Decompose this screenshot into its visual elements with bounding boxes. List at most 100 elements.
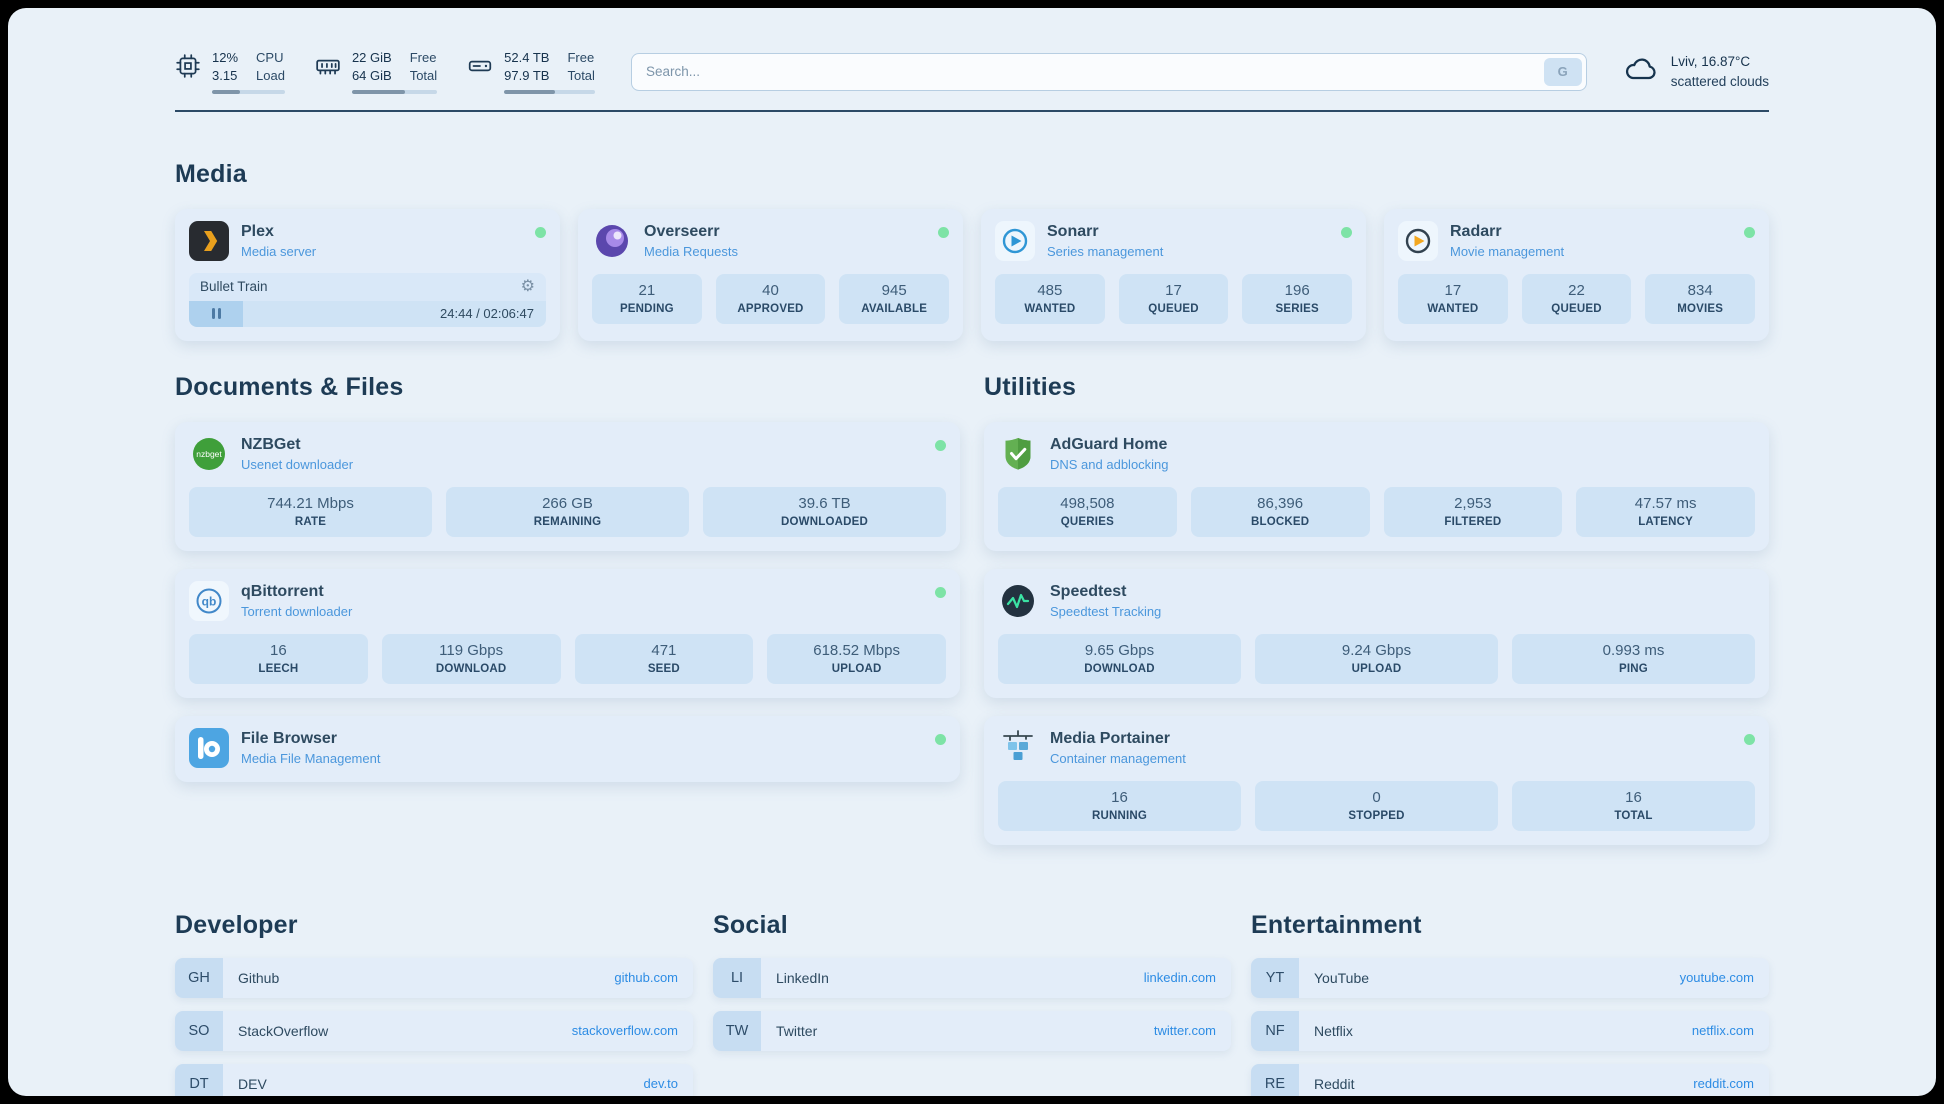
gear-icon[interactable]: ⚙ [520, 277, 535, 295]
service-subtitle: Usenet downloader [241, 456, 354, 472]
stat-queued: 22 QUEUED [1521, 273, 1632, 324]
bookmark-linkedin[interactable]: LI LinkedIn linkedin.com [713, 957, 1231, 998]
bookmark-name: Github [238, 969, 280, 986]
stat-pending: 21 PENDING [592, 273, 702, 324]
status-dot [935, 586, 946, 598]
bookmark-youtube[interactable]: YT YouTube youtube.com [1251, 957, 1769, 998]
cloud-icon [1623, 51, 1659, 92]
top-bar: 12% CPU 3.15 Load [175, 50, 1769, 94]
service-name: Media Portainer [1050, 729, 1171, 747]
bookmark-group-developer: Developer GH Github github.com SO StackO… [175, 911, 693, 1096]
service-card-qbittorrent[interactable]: qb qBittorrent Torrent downloader 16 LEE… [175, 568, 960, 698]
stat-stopped: 0 STOPPED [1255, 780, 1498, 831]
bookmark-link[interactable]: github.com [614, 970, 678, 986]
bookmark-name: Netflix [1314, 1022, 1353, 1039]
service-card-filebrowser[interactable]: File Browser Media File Management [175, 715, 960, 782]
service-name: qBittorrent [241, 582, 324, 600]
bookmark-link[interactable]: stackoverflow.com [571, 1023, 678, 1039]
svg-text:nzbget: nzbget [196, 449, 222, 459]
service-card-speedtest[interactable]: Speedtest Speedtest Tracking 9.65 Gbps D… [984, 568, 1769, 698]
service-card-adguard[interactable]: AdGuard Home DNS and adblocking 498,508 … [984, 421, 1769, 551]
cpu-load: 3.15 [212, 67, 238, 83]
search-input[interactable] [630, 52, 1587, 91]
service-name: AdGuard Home [1050, 435, 1168, 453]
stat-movies: 834 MOVIES [1645, 273, 1756, 324]
cpu-usage: 12% [212, 50, 239, 65]
pause-icon[interactable] [211, 308, 221, 320]
service-card-portainer[interactable]: Media Portainer Container management 16 … [984, 715, 1769, 845]
now-playing-time: 24:44 / 02:06:47 [440, 306, 534, 322]
service-card-radarr[interactable]: Radarr Movie management 17 WANTED 22 QUE… [1384, 208, 1769, 341]
bookmark-netflix[interactable]: NF Netflix netflix.com [1251, 1010, 1769, 1051]
stat-total: 16 TOTAL [1512, 780, 1755, 831]
bookmark-link[interactable]: dev.to [643, 1076, 678, 1092]
service-name: Sonarr [1047, 222, 1099, 240]
service-card-plex[interactable]: Plex Media server Bullet Train ⚙ 24:44 /… [175, 208, 560, 341]
svg-text:qb: qb [202, 594, 217, 608]
service-name: Speedtest [1050, 582, 1127, 600]
service-card-overseerr[interactable]: Overseerr Media Requests 21 PENDING 40 A… [578, 208, 963, 341]
now-playing-row: Bullet Train ⚙ [189, 272, 546, 301]
bookmark-group-entertainment: Entertainment YT YouTube youtube.com NF … [1251, 911, 1769, 1096]
service-subtitle: Movie management [1450, 243, 1565, 259]
cpu-label-2: Load [256, 67, 285, 83]
service-subtitle: Media server [241, 243, 317, 259]
bookmark-stackoverflow[interactable]: SO StackOverflow stackoverflow.com [175, 1010, 693, 1051]
cpu-widget: 12% CPU 3.15 Load [175, 50, 285, 94]
stat-latency: 47.57 ms LATENCY [1576, 486, 1755, 537]
bookmark-reddit[interactable]: RE Reddit reddit.com [1251, 1063, 1769, 1096]
nzbget-icon: nzbget [189, 434, 229, 474]
bookmark-link[interactable]: netflix.com [1691, 1023, 1754, 1039]
filebrowser-icon [189, 727, 229, 768]
qbittorrent-icon: qb [189, 580, 229, 621]
bookmark-link[interactable]: youtube.com [1679, 970, 1754, 986]
service-subtitle: Speedtest Tracking [1050, 603, 1162, 619]
media-grid: Plex Media server Bullet Train ⚙ 24:44 /… [175, 208, 1769, 341]
bookmark-abbr: RE [1251, 1063, 1299, 1096]
memory-widget: 22 GiB Free 64 GiB Total [315, 50, 438, 94]
disk-icon [467, 50, 493, 84]
disk-free: 52.4 TB [504, 50, 550, 65]
stat-download: 119 Gbps DOWNLOAD [381, 633, 561, 684]
search-provider-button[interactable]: G [1543, 57, 1582, 86]
service-name: Plex [241, 222, 274, 240]
disk-progress-bar [504, 89, 595, 94]
service-subtitle: Container management [1050, 750, 1186, 766]
bookmark-link[interactable]: reddit.com [1693, 1076, 1754, 1092]
stat-available: 945 AVAILABLE [839, 273, 950, 324]
status-dot [935, 733, 946, 745]
section-title-social: Social [713, 910, 788, 939]
bookmark-abbr: DT [175, 1063, 223, 1096]
adguard-icon [998, 434, 1038, 474]
now-playing-title: Bullet Train [200, 279, 268, 295]
bookmark-dev[interactable]: DT DEV dev.to [175, 1063, 693, 1096]
bookmark-twitter[interactable]: TW Twitter twitter.com [713, 1010, 1231, 1051]
utilities-column: Utilities AdGuard Home [984, 373, 1769, 863]
service-card-nzbget[interactable]: nzbget NZBGet Usenet downloader 744.21 M… [175, 421, 960, 551]
memory-free: 22 GiB [351, 50, 392, 65]
overseerr-icon [592, 221, 632, 261]
weather-location: Lviv, 16.87°C [1670, 54, 1751, 70]
bookmark-github[interactable]: GH Github github.com [175, 957, 693, 998]
stat-queued: 17 QUEUED [1118, 273, 1229, 324]
bookmark-link[interactable]: linkedin.com [1143, 970, 1216, 986]
section-title-developer: Developer [175, 910, 298, 939]
disk-widget: 52.4 TB Free 97.9 TB Total [467, 50, 595, 94]
stat-leech: 16 LEECH [189, 633, 368, 684]
header-divider [175, 109, 1769, 112]
stat-remaining: 266 GB REMAINING [446, 486, 689, 537]
service-subtitle: Torrent downloader [241, 603, 353, 619]
stat-ping: 0.993 ms PING [1512, 633, 1755, 684]
resource-widgets: 12% CPU 3.15 Load [175, 50, 595, 94]
service-name: NZBGet [241, 435, 301, 453]
cpu-label-1: CPU [256, 50, 284, 65]
cpu-progress-bar [212, 89, 285, 94]
status-dot [935, 439, 946, 451]
memory-total: 64 GiB [351, 67, 392, 83]
service-card-sonarr[interactable]: Sonarr Series management 485 WANTED 17 Q… [981, 208, 1366, 341]
status-dot [1341, 226, 1352, 238]
disk-label-1: Free [567, 50, 595, 65]
now-playing-progress[interactable]: 24:44 / 02:06:47 [189, 300, 546, 327]
weather-widget[interactable]: Lviv, 16.87°C scattered clouds [1623, 51, 1769, 92]
bookmark-link[interactable]: twitter.com [1153, 1023, 1216, 1039]
